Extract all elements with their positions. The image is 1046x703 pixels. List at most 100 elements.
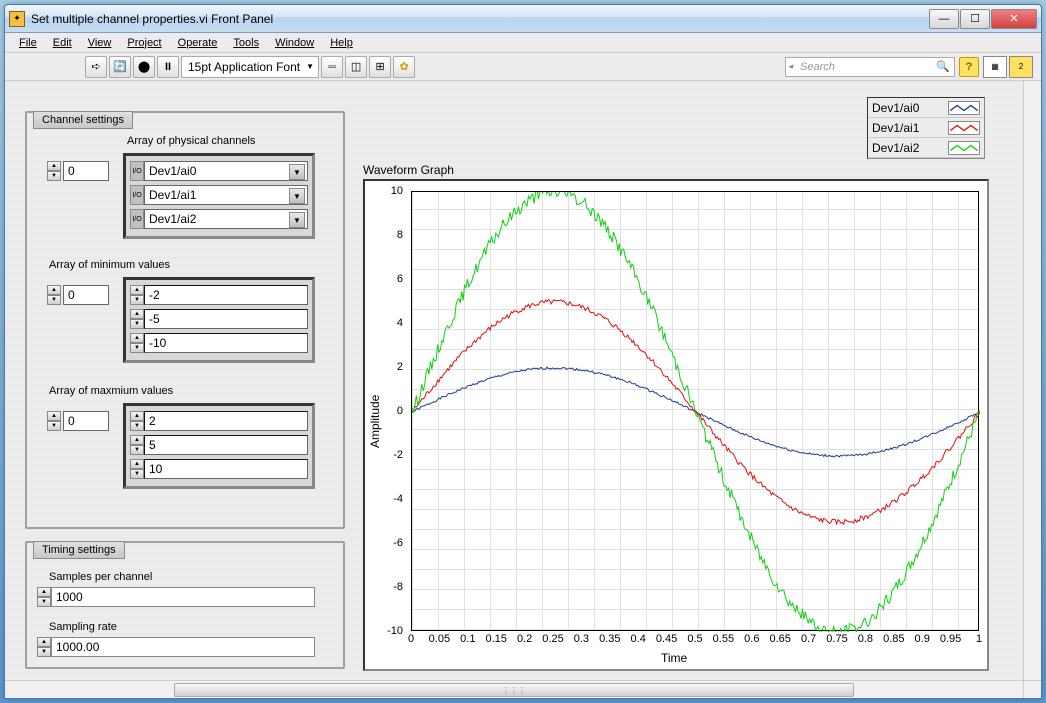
x-tick: 0.2 [513,633,537,645]
pause-button[interactable]: II [157,56,179,78]
x-tick: 0.8 [853,633,877,645]
legend-label-0: Dev1/ai0 [872,101,942,115]
resize-button[interactable]: ⊞ [369,56,391,78]
vertical-scrollbar[interactable] [1023,81,1041,680]
grid-icon[interactable]: ▦ [983,56,1007,78]
physical-channel-2[interactable]: Dev1/ai2 [144,209,308,229]
spin-up-icon[interactable]: ▲ [47,411,61,421]
y-tick: 8 [373,229,403,241]
menu-edit[interactable]: Edit [47,35,78,51]
x-tick: 0.4 [626,633,650,645]
titlebar[interactable]: ✦ Set multiple channel properties.vi Fro… [5,5,1041,33]
spin-up-icon[interactable]: ▲ [130,435,144,445]
menu-view[interactable]: View [82,35,118,51]
legend-item-1[interactable]: Dev1/ai1 [868,118,984,138]
max-index-value[interactable]: 0 [63,411,109,431]
spin-up-icon[interactable]: ▲ [37,587,51,597]
physical-index-value[interactable]: 0 [63,161,109,181]
max-value-1[interactable]: 5 [144,435,308,455]
menu-operate[interactable]: Operate [172,35,224,51]
spin-down-icon[interactable]: ▼ [130,469,144,479]
toolbar: ➪ 🔄 ⬤ II 15pt Application Font ▫▫ ◫ ⊞ ✿ … [5,53,1041,81]
vi-icon[interactable]: 2 [1009,56,1033,78]
y-tick: 4 [373,317,403,329]
reorder-button[interactable]: ✿ [393,56,415,78]
physical-index-control[interactable]: ▲▼ 0 [47,161,109,181]
min-value-1[interactable]: -5 [144,309,308,329]
menu-help[interactable]: Help [324,35,359,51]
x-tick: 1 [967,633,991,645]
spin-down-icon[interactable]: ▼ [47,171,61,181]
spin-down-icon[interactable]: ▼ [130,295,144,305]
spin-up-icon[interactable]: ▲ [130,333,144,343]
y-tick: 2 [373,361,403,373]
waveform-graph[interactable]: Amplitude Time -10-8-6-4-20246810 00.050… [363,179,989,671]
samples-input[interactable]: 1000 [51,587,315,607]
horizontal-scrollbar[interactable]: ⋮⋮⋮ [5,680,1023,698]
min-index-value[interactable]: 0 [63,285,109,305]
spin-up-icon[interactable]: ▲ [130,459,144,469]
x-tick: 0.65 [768,633,792,645]
x-tick: 0.3 [569,633,593,645]
run-button[interactable]: ➪ [85,56,107,78]
menu-file[interactable]: File [13,35,43,51]
io-icon: I/O [130,161,144,181]
max-value-0[interactable]: 2 [144,411,308,431]
physical-channel-0[interactable]: Dev1/ai0 [144,161,308,181]
spin-up-icon[interactable]: ▲ [130,411,144,421]
menu-window[interactable]: Window [269,35,320,51]
legend-label-2: Dev1/ai2 [872,141,942,155]
x-tick: 0.5 [683,633,707,645]
menu-tools[interactable]: Tools [227,35,265,51]
waveform-1 [412,300,980,524]
max-value-2[interactable]: 10 [144,459,308,479]
window-title: Set multiple channel properties.vi Front… [31,12,929,26]
spin-down-icon[interactable]: ▼ [130,421,144,431]
minimize-button[interactable]: — [929,9,959,29]
y-axis-label: Amplitude [368,388,382,448]
maximize-button[interactable]: ☐ [960,9,990,29]
x-tick: 0.6 [740,633,764,645]
max-values-label: Array of maxmium values [49,385,173,397]
spin-up-icon[interactable]: ▲ [130,285,144,295]
font-selector[interactable]: 15pt Application Font [181,56,319,78]
scroll-thumb[interactable]: ⋮⋮⋮ [174,683,854,697]
align-button[interactable]: ▫▫ [321,56,343,78]
app-icon: ✦ [9,11,25,27]
graph-title: Waveform Graph [363,163,454,177]
spin-down-icon[interactable]: ▼ [130,319,144,329]
physical-channel-1[interactable]: Dev1/ai1 [144,185,308,205]
timing-settings-panel: Timing settings Samples per channel ▲▼ 1… [25,541,345,669]
close-button[interactable]: ✕ [991,9,1037,29]
min-index-control[interactable]: ▲▼ 0 [47,285,109,305]
run-continuous-button[interactable]: 🔄 [109,56,131,78]
legend-item-0[interactable]: Dev1/ai0 [868,98,984,118]
max-index-control[interactable]: ▲▼ 0 [47,411,109,431]
legend-item-2[interactable]: Dev1/ai2 [868,138,984,158]
x-tick: 0.45 [655,633,679,645]
spin-down-icon[interactable]: ▼ [130,343,144,353]
spin-up-icon[interactable]: ▲ [47,285,61,295]
min-value-0[interactable]: -2 [144,285,308,305]
min-values-label: Array of minimum values [49,259,170,271]
distribute-button[interactable]: ◫ [345,56,367,78]
min-value-2[interactable]: -10 [144,333,308,353]
spin-up-icon[interactable]: ▲ [37,637,51,647]
spin-down-icon[interactable]: ▼ [130,445,144,455]
scroll-corner [1023,680,1041,698]
help-button[interactable]: ? [959,57,979,77]
spin-down-icon[interactable]: ▼ [37,647,51,657]
y-tick: -6 [373,537,403,549]
spin-down-icon[interactable]: ▼ [37,597,51,607]
spin-up-icon[interactable]: ▲ [47,161,61,171]
spin-down-icon[interactable]: ▼ [47,421,61,431]
rate-input[interactable]: 1000.00 [51,637,315,657]
spin-down-icon[interactable]: ▼ [47,295,61,305]
menu-project[interactable]: Project [121,35,167,51]
y-tick: 10 [373,185,403,197]
abort-button[interactable]: ⬤ [133,56,155,78]
spin-up-icon[interactable]: ▲ [130,309,144,319]
x-tick: 0.85 [882,633,906,645]
max-array: ▲▼2 ▲▼5 ▲▼10 [123,403,315,489]
search-input[interactable]: Search [785,57,955,77]
